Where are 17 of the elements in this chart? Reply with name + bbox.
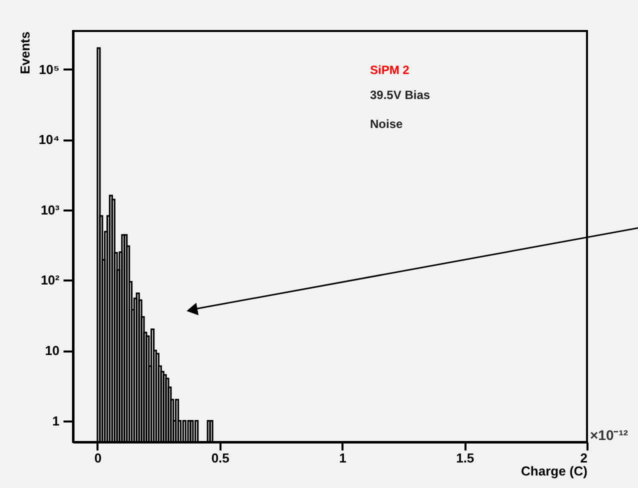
y-tick-label: 10 bbox=[45, 343, 60, 358]
x-tick-label: 0 bbox=[94, 450, 102, 466]
x-axis-title: Charge (C) bbox=[521, 464, 588, 478]
x-tick-label: 1.5 bbox=[456, 450, 474, 466]
text: ×10⁻¹² bbox=[590, 427, 628, 443]
y-tick-label: 10⁵ bbox=[38, 62, 60, 77]
x-tick-label: 0.5 bbox=[211, 450, 230, 466]
y-tick-label: 10² bbox=[40, 272, 60, 288]
annotation: 39.5V Bias bbox=[370, 88, 430, 102]
x-tick-label: 1 bbox=[339, 450, 346, 466]
x-tick-label: 2 bbox=[580, 450, 588, 466]
y-tick-label: 10³ bbox=[40, 202, 60, 218]
y-tick-label: 1 bbox=[52, 413, 60, 428]
y-tick-label: 10⁴ bbox=[38, 132, 60, 148]
annotation: SiPM 2 bbox=[370, 63, 410, 77]
y-axis-title: Events bbox=[18, 32, 33, 74]
annotation: Noise bbox=[370, 117, 404, 131]
